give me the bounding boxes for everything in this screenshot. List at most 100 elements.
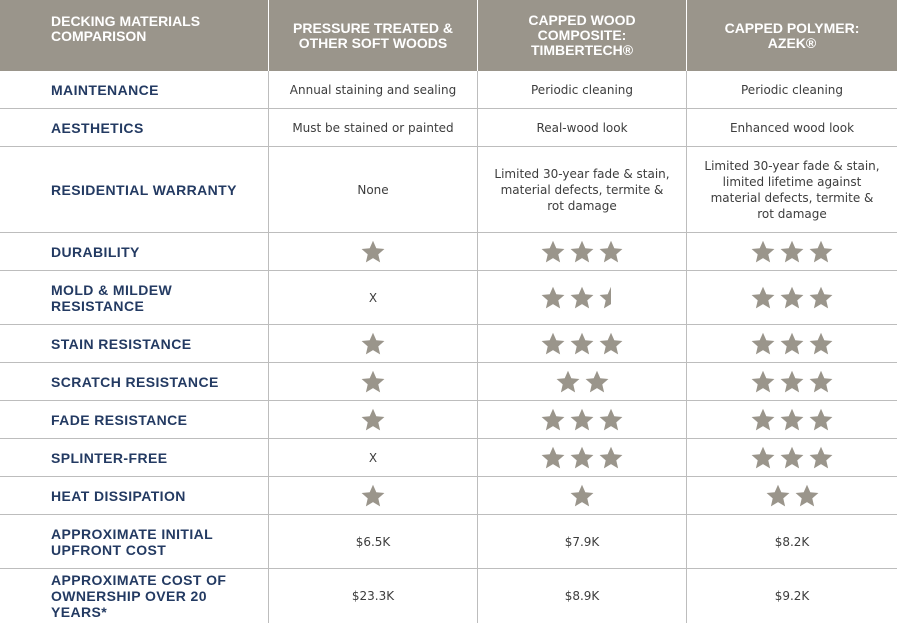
row-label-maintenance: MAINTENANCE [0,71,269,109]
cell-value: $6.5K [355,534,391,549]
star-icon [360,483,386,509]
star-icon [598,445,624,471]
star-icon [584,369,610,395]
star-icon [360,331,386,357]
rating-scratch-resistance-col1 [269,363,478,401]
star-icon [794,483,820,509]
star-icon [360,239,386,265]
rating-mold-mildew-resistance-col2 [478,271,687,325]
row-label-aesthetics: AESTHETICS [0,109,269,147]
rating-stain-resistance-col3 [687,325,897,363]
header-pressure-treated: PRESSURE TREATED & OTHER SOFT WOODS [269,0,478,71]
header-timbertech: CAPPED WOOD COMPOSITE: TIMBERTECH® [478,0,687,71]
value-approximate-cost-of-ownership-over-20-years-col1: $23.3K [269,569,478,623]
cell-value: Must be stained or painted [292,120,454,135]
rating-splinter-free-col3 [687,439,897,477]
value-residential-warranty-col3: Limited 30-year fade & stain, limited li… [687,147,897,233]
star-icon [808,407,834,433]
star-icon [750,285,776,311]
star-icon [750,407,776,433]
star-icon [779,331,805,357]
value-approximate-cost-of-ownership-over-20-years-col3: $9.2K [687,569,897,623]
star-icon [540,331,566,357]
rating-stain-resistance-col2 [478,325,687,363]
row-label-splinter-free: SPLINTER-FREE [0,439,269,477]
row-label-fade-resistance: FADE RESISTANCE [0,401,269,439]
cell-value: $7.9K [564,534,600,549]
star-icon [808,239,834,265]
star-icon [569,331,595,357]
not-applicable-mark: X [368,290,378,305]
cell-value: Limited 30-year fade & stain, material d… [494,166,670,213]
star-icon [779,239,805,265]
value-approximate-initial-upfront-cost-col1: $6.5K [269,515,478,569]
value-approximate-initial-upfront-cost-col2: $7.9K [478,515,687,569]
cell-value: $23.3K [351,589,395,603]
star-icon [779,445,805,471]
star-icon [808,369,834,395]
rating-fade-resistance-col3 [687,401,897,439]
star-icon [360,407,386,433]
value-aesthetics-col2: Real-wood look [478,109,687,147]
row-label-approximate-initial-upfront-cost: APPROXIMATE INITIAL UPFRONT COST [0,515,269,569]
value-aesthetics-col1: Must be stained or painted [269,109,478,147]
cell-value: $9.2K [774,589,810,603]
star-icon [540,445,566,471]
row-label-durability: DURABILITY [0,233,269,271]
star-icon [598,407,624,433]
star-icon [779,285,805,311]
star-icon [765,483,791,509]
cell-value: None [357,182,389,197]
value-residential-warranty-col2: Limited 30-year fade & stain, material d… [478,147,687,233]
star-icon [808,285,834,311]
not-applicable-mark: X [368,450,378,465]
rating-durability-col3 [687,233,897,271]
row-label-residential-warranty: RESIDENTIAL WARRANTY [0,147,269,233]
row-label-heat-dissipation: HEAT DISSIPATION [0,477,269,515]
rating-fade-resistance-col2 [478,401,687,439]
star-icon [569,407,595,433]
star-icon [540,239,566,265]
row-label-stain-resistance: STAIN RESISTANCE [0,325,269,363]
star-icon [569,445,595,471]
value-approximate-initial-upfront-cost-col3: $8.2K [687,515,897,569]
star-icon [750,369,776,395]
star-icon [569,483,595,509]
star-icon [360,369,386,395]
value-maintenance-col2: Periodic cleaning [478,71,687,109]
value-approximate-cost-of-ownership-over-20-years-col2: $8.9K [478,569,687,623]
rating-splinter-free-col2 [478,439,687,477]
star-icon [750,331,776,357]
star-icon [569,285,595,311]
star-icon [598,331,624,357]
rating-scratch-resistance-col3 [687,363,897,401]
cell-value: Annual staining and sealing [289,82,457,97]
value-aesthetics-col3: Enhanced wood look [687,109,897,147]
rating-heat-dissipation-col3 [687,477,897,515]
row-label-approximate-cost-of-ownership-over-20-years: APPROXIMATE COST OF OWNERSHIP OVER 20 YE… [0,569,269,623]
star-icon [540,407,566,433]
star-icon [569,239,595,265]
cell-value: $8.9K [564,589,600,603]
value-mold-mildew-resistance-col1: X [269,271,478,325]
value-residential-warranty-col1: None [269,147,478,233]
row-label-mold-mildew-resistance: MOLD & MILDEW RESISTANCE [0,271,269,325]
star-icon [808,331,834,357]
header-azek: CAPPED POLYMER: AZEK® [687,0,897,71]
cell-value: Enhanced wood look [729,120,855,135]
cell-value: Real-wood look [536,120,628,135]
rating-durability-col1 [269,233,478,271]
cell-value: $8.2K [774,534,810,549]
row-label-scratch-resistance: SCRATCH RESISTANCE [0,363,269,401]
rating-stain-resistance-col1 [269,325,478,363]
star-icon [598,239,624,265]
star-icon [779,369,805,395]
star-icon [808,445,834,471]
cell-value: Periodic cleaning [531,82,633,97]
star-icon [540,285,566,311]
rating-fade-resistance-col1 [269,401,478,439]
cell-value: Limited 30-year fade & stain, limited li… [704,158,880,221]
value-splinter-free-col1: X [269,439,478,477]
rating-durability-col2 [478,233,687,271]
